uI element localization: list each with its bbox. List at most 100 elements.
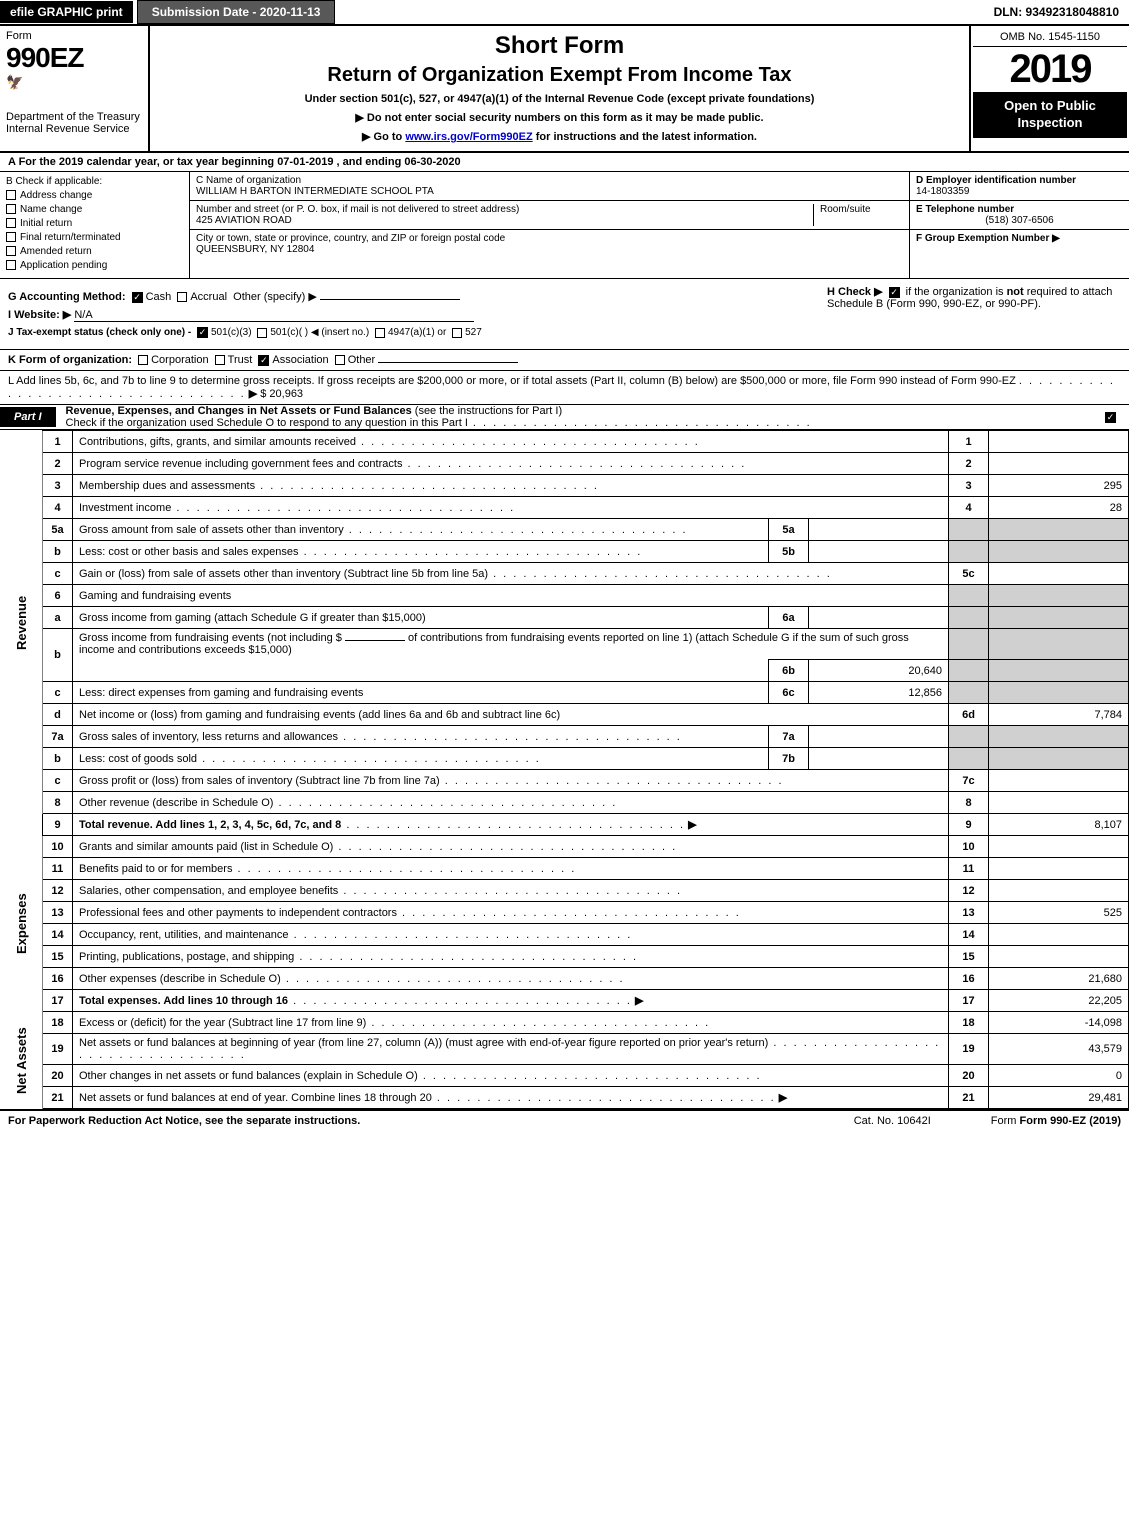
part-1-title: Revenue, Expenses, and Changes in Net As…	[66, 405, 415, 417]
part-1-subtitle: (see the instructions for Part I)	[415, 405, 562, 417]
j-4947-checkbox[interactable]	[375, 328, 385, 338]
h-checkbox[interactable]: ✓	[889, 287, 900, 298]
table-row: 8 Other revenue (describe in Schedule O)…	[0, 792, 1129, 814]
table-row: Expenses 10 Grants and similar amounts p…	[0, 836, 1129, 858]
table-row: b Less: cost of goods sold 7b	[0, 748, 1129, 770]
col-b-checkboxes: B Check if applicable: Address change Na…	[0, 172, 190, 278]
l-arrow-icon: ▶	[249, 388, 257, 400]
table-row: 6 Gaming and fundraising events	[0, 585, 1129, 607]
table-row: 12 Salaries, other compensation, and emp…	[0, 880, 1129, 902]
line-i: I Website: ▶ N/A	[8, 308, 811, 322]
header-center: Short Form Return of Organization Exempt…	[150, 26, 969, 151]
k-corp-checkbox[interactable]	[138, 355, 148, 365]
table-row: 14 Occupancy, rent, utilities, and maint…	[0, 924, 1129, 946]
table-row: 17 Total expenses. Add lines 10 through …	[0, 990, 1129, 1012]
dln-label: DLN: 93492318048810	[984, 1, 1129, 23]
table-row: 4 Investment income 4 28	[0, 497, 1129, 519]
6d-value: 7,784	[989, 704, 1129, 726]
part-1-schedule-o-checkbox[interactable]: ✓	[1105, 412, 1116, 423]
expenses-side-label: Expenses	[0, 836, 43, 1012]
efile-print-button[interactable]: efile GRAPHIC print	[0, 1, 133, 23]
c-street-label: Number and street (or P. O. box, if mail…	[196, 204, 813, 215]
table-row: 3 Membership dues and assessments 3 295	[0, 475, 1129, 497]
form-number: 990EZ	[6, 42, 142, 74]
line-l: L Add lines 5b, 6c, and 7b to line 9 to …	[0, 371, 1129, 405]
instructions-link[interactable]: www.irs.gov/Form990EZ	[405, 131, 532, 143]
check-final-return[interactable]: Final return/terminated	[6, 232, 183, 243]
j-501c3-checkbox[interactable]: ✓	[197, 327, 208, 338]
other-changes-value: 0	[989, 1065, 1129, 1087]
do-not-enter-ssn: ▶ Do not enter social security numbers o…	[158, 111, 961, 124]
6b-value: 20,640	[809, 660, 949, 682]
go-to-line: ▶ Go to www.irs.gov/Form990EZ for instru…	[158, 130, 961, 143]
table-row: 19 Net assets or fund balances at beginn…	[0, 1034, 1129, 1065]
form-header: Form 990EZ 🦅 Department of the Treasury …	[0, 26, 1129, 153]
check-application-pending[interactable]: Application pending	[6, 260, 183, 271]
under-section-text: Under section 501(c), 527, or 4947(a)(1)…	[158, 93, 961, 105]
l-text: L Add lines 5b, 6c, and 7b to line 9 to …	[8, 375, 1016, 387]
table-row: 13 Professional fees and other payments …	[0, 902, 1129, 924]
treasury-seal-icon: 🦅	[6, 74, 142, 91]
check-address-change[interactable]: Address change	[6, 190, 183, 201]
k-assoc-checkbox[interactable]: ✓	[258, 355, 269, 366]
form-footer-label: Form Form 990-EZ (2019)	[991, 1115, 1121, 1127]
line-k: K Form of organization: Corporation Trus…	[0, 350, 1129, 371]
total-expenses-value: 22,205	[989, 990, 1129, 1012]
submission-date-button[interactable]: Submission Date - 2020-11-13	[137, 0, 336, 24]
line-g: G Accounting Method: ✓Cash Accrual Other…	[8, 290, 811, 303]
line-j: J Tax-exempt status (check only one) - ✓…	[8, 327, 811, 338]
g-cash-checkbox[interactable]: ✓	[132, 292, 143, 303]
check-amended-return[interactable]: Amended return	[6, 246, 183, 257]
k-other-checkbox[interactable]	[335, 355, 345, 365]
check-name-change[interactable]: Name change	[6, 204, 183, 215]
k-label: K Form of organization:	[8, 354, 132, 366]
6b-contrib-input[interactable]	[345, 640, 405, 641]
d-ein-value: 14-1803359	[916, 186, 1123, 197]
paperwork-reduction-notice: For Paperwork Reduction Act Notice, see …	[8, 1115, 360, 1127]
g-accrual-checkbox[interactable]	[177, 292, 187, 302]
org-info-block: B Check if applicable: Address change Na…	[0, 172, 1129, 279]
j-527-checkbox[interactable]	[452, 328, 462, 338]
f-group-exemption-label: F Group Exemption Number ▶	[916, 233, 1123, 244]
form-word: Form	[6, 30, 142, 42]
e-phone-value: (518) 307-6506	[916, 215, 1123, 226]
j-label: J Tax-exempt status (check only one) -	[8, 327, 191, 338]
go-to-pre: ▶ Go to	[362, 131, 405, 143]
irs-label: Internal Revenue Service	[6, 123, 142, 135]
rows-ghij: G Accounting Method: ✓Cash Accrual Other…	[0, 279, 1129, 350]
dept-label: Department of the Treasury	[6, 111, 142, 123]
catalog-number: Cat. No. 10642I	[854, 1115, 931, 1127]
check-initial-return[interactable]: Initial return	[6, 218, 183, 229]
table-row: c Less: direct expenses from gaming and …	[0, 682, 1129, 704]
c-city: QUEENSBURY, NY 12804	[196, 244, 903, 255]
h-label: H Check ▶	[827, 286, 883, 298]
table-row: 7a Gross sales of inventory, less return…	[0, 726, 1129, 748]
table-row: a Gross income from gaming (attach Sched…	[0, 607, 1129, 629]
excess-deficit-value: -14,098	[989, 1012, 1129, 1034]
c-street: 425 AVIATION ROAD	[196, 215, 813, 226]
table-row: b Less: cost or other basis and sales ex…	[0, 541, 1129, 563]
part-1-table: Revenue 1 Contributions, gifts, grants, …	[0, 430, 1129, 1109]
table-row: c Gross profit or (loss) from sales of i…	[0, 770, 1129, 792]
part-1-header: Part I Revenue, Expenses, and Changes in…	[0, 405, 1129, 430]
investment-income-value: 28	[989, 497, 1129, 519]
ghij-left: G Accounting Method: ✓Cash Accrual Other…	[0, 279, 819, 349]
k-trust-checkbox[interactable]	[215, 355, 225, 365]
top-bar: efile GRAPHIC print Submission Date - 20…	[0, 0, 1129, 26]
col-def: D Employer identification number 14-1803…	[909, 172, 1129, 278]
revenue-side-label: Revenue	[0, 431, 43, 814]
table-row: 16 Other expenses (describe in Schedule …	[0, 968, 1129, 990]
table-row: 20 Other changes in net assets or fund b…	[0, 1065, 1129, 1087]
c-city-label: City or town, state or province, country…	[196, 233, 903, 244]
k-other-input[interactable]	[378, 362, 518, 363]
net-assets-side-label: Net Assets	[0, 1012, 43, 1109]
part-1-tab: Part I	[0, 407, 56, 427]
j-501c-checkbox[interactable]	[257, 328, 267, 338]
d-ein-label: D Employer identification number	[916, 175, 1123, 186]
other-expenses-value: 21,680	[989, 968, 1129, 990]
g-label: G Accounting Method:	[8, 291, 126, 303]
g-other-input[interactable]	[320, 299, 460, 300]
c-org-name: WILLIAM H BARTON INTERMEDIATE SCHOOL PTA	[196, 186, 903, 197]
c-room-label: Room/suite	[813, 204, 903, 226]
table-row: d Net income or (loss) from gaming and f…	[0, 704, 1129, 726]
